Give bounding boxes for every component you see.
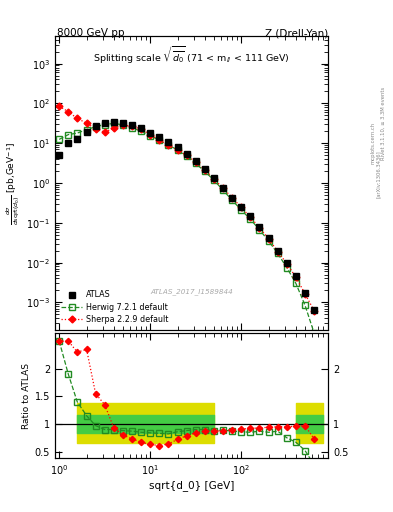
Text: ATLAS_2017_I1589844: ATLAS_2017_I1589844 xyxy=(150,289,233,295)
Y-axis label: $\frac{d\sigma}{d\mathrm{sqrt}(d_0)}$ [pb,GeV$^{-1}$]: $\frac{d\sigma}{d\mathrm{sqrt}(d_0)}$ [p… xyxy=(5,141,22,225)
Legend: ATLAS, Herwig 7.2.1 default, Sherpa 2.2.9 default: ATLAS, Herwig 7.2.1 default, Sherpa 2.2.… xyxy=(59,288,171,326)
Text: mcplots.cern.ch: mcplots.cern.ch xyxy=(371,122,376,164)
Text: Rivet 3.1.10, ≥ 3.3M events: Rivet 3.1.10, ≥ 3.3M events xyxy=(381,86,386,160)
X-axis label: sqrt{d_0} [GeV]: sqrt{d_0} [GeV] xyxy=(149,480,234,490)
Text: [arXiv:1306.3436]: [arXiv:1306.3436] xyxy=(376,150,380,198)
Text: Splitting scale $\sqrt{\overline{d_0}}$ (71 < m$_{ll}$ < 111 GeV): Splitting scale $\sqrt{\overline{d_0}}$ … xyxy=(93,45,290,66)
Text: 8000 GeV pp: 8000 GeV pp xyxy=(57,28,125,38)
Y-axis label: Ratio to ATLAS: Ratio to ATLAS xyxy=(22,362,31,429)
Text: Z (Drell-Yan): Z (Drell-Yan) xyxy=(265,28,328,38)
